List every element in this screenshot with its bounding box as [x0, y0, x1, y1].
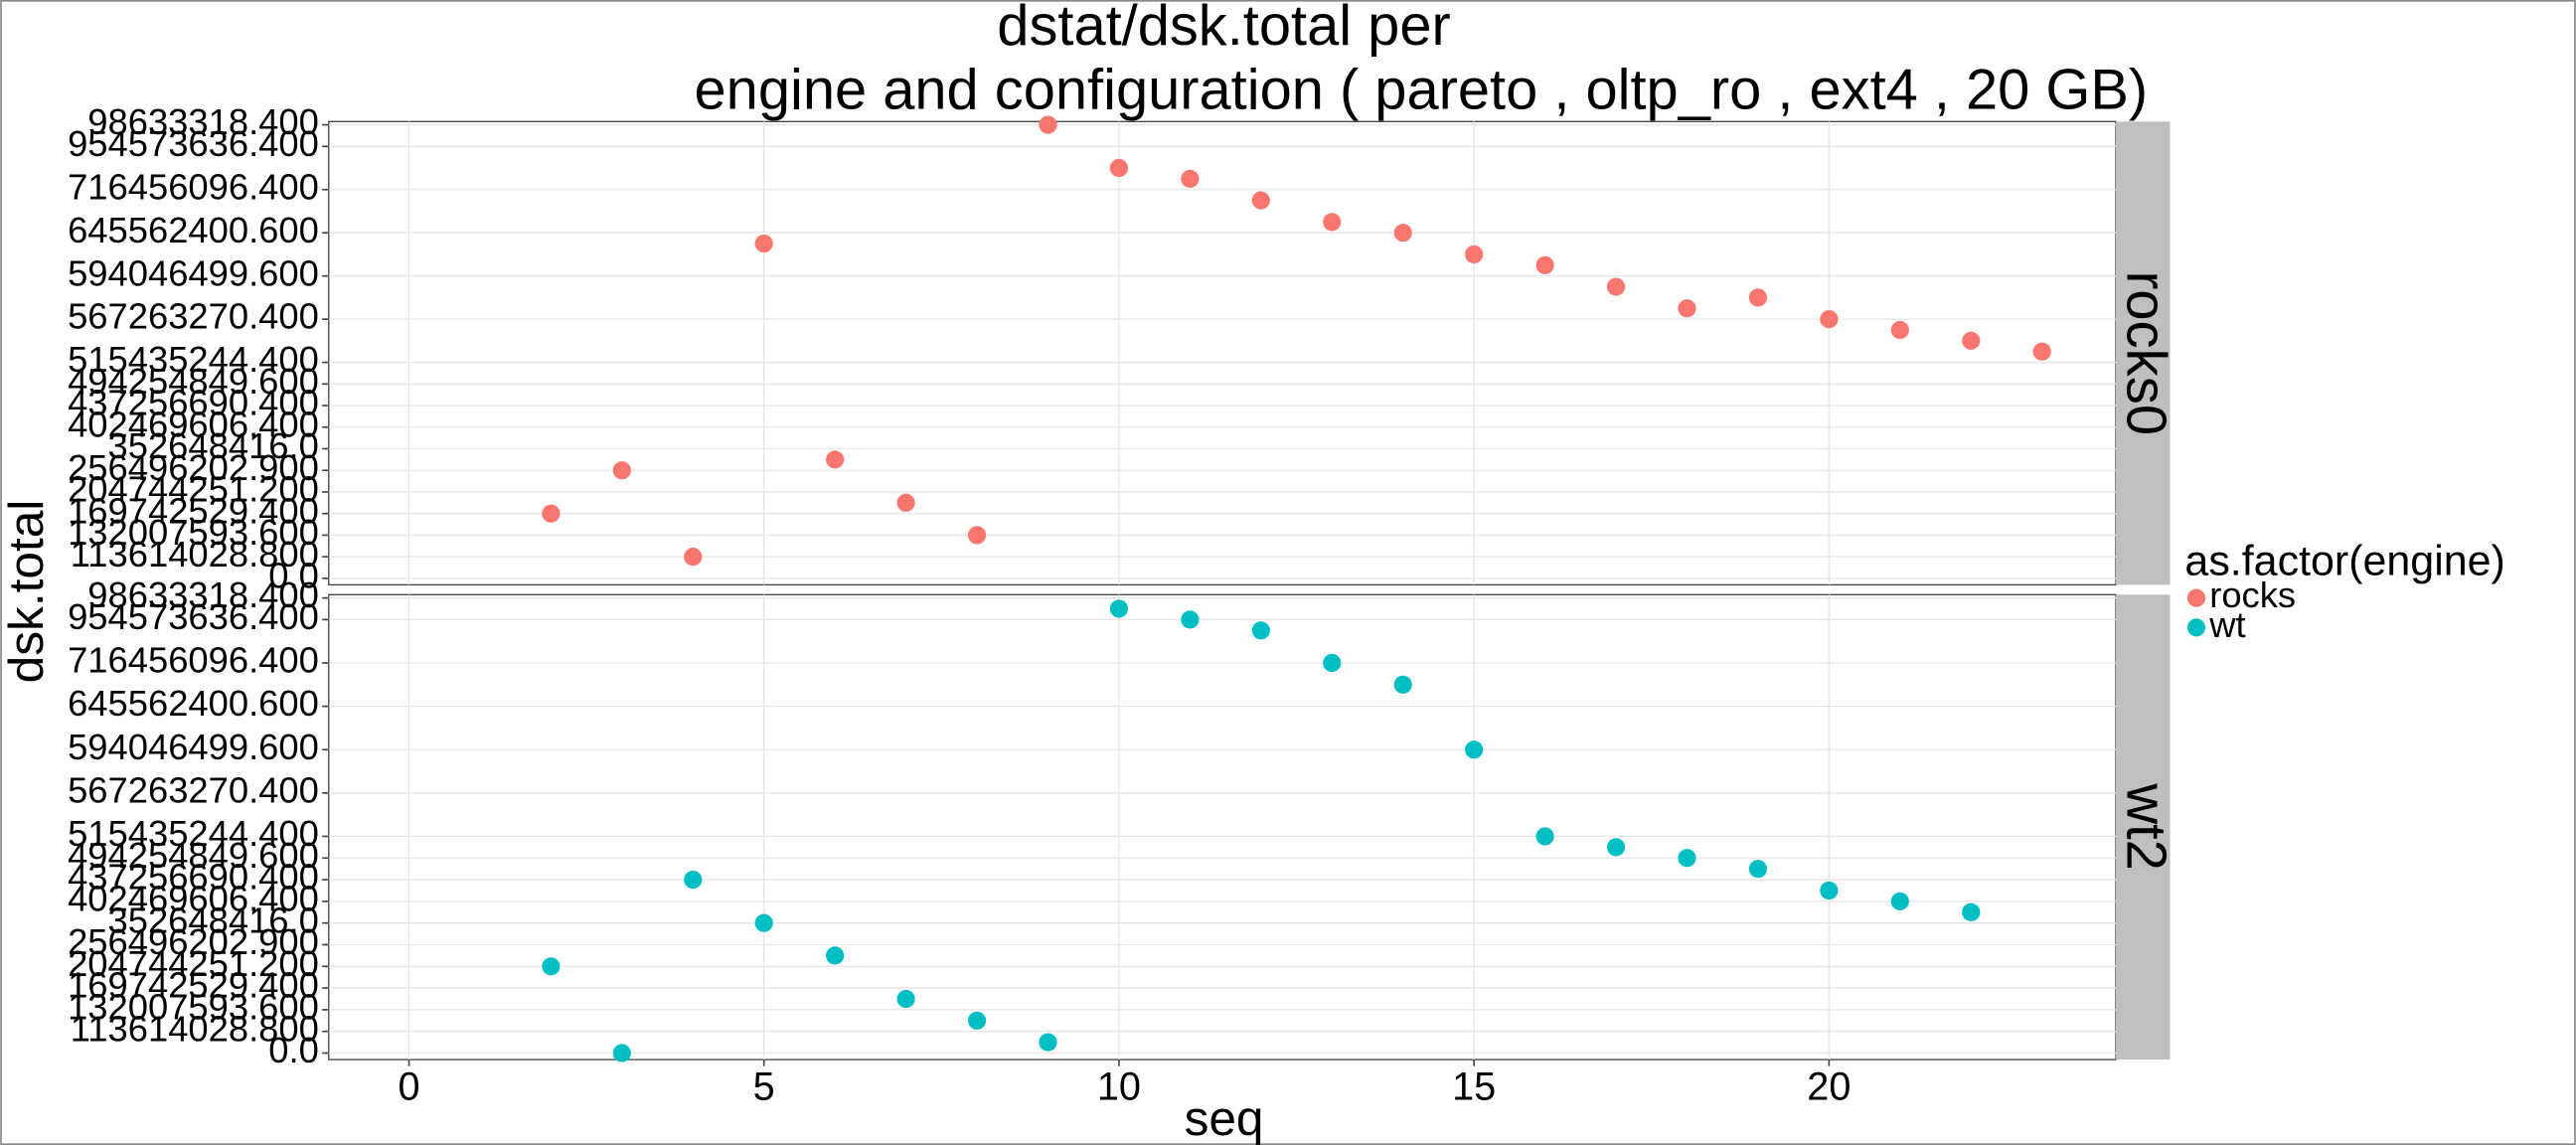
point	[1393, 675, 1412, 694]
point	[542, 504, 561, 523]
point	[1962, 902, 1981, 921]
facet-label: rocks0	[2116, 271, 2178, 436]
y-tick-label: 954573636.400	[68, 123, 319, 164]
y-tick-label: 645562400.600	[68, 210, 319, 250]
y-tick-label: 169742529.400	[68, 490, 319, 531]
point	[1820, 310, 1839, 329]
x-axis-label: seq	[1185, 1090, 1264, 1145]
y-tick-label: 132007593.600	[68, 512, 319, 553]
y-tick-label: 113614028.800	[71, 534, 319, 574]
point	[612, 461, 631, 480]
y-tick-label: 567263270.400	[68, 769, 319, 810]
y-tick-label: 352648416.0	[108, 425, 319, 466]
y-tick-label: 954573636.400	[68, 596, 319, 637]
facet-strip	[2116, 121, 2171, 585]
point	[896, 493, 915, 512]
y-tick-label: 352648416.0	[108, 900, 319, 940]
y-tick-label: 594046499.600	[68, 727, 319, 767]
point	[2032, 342, 2051, 361]
point	[1109, 158, 1129, 178]
y-tick-label: 0.0	[268, 555, 319, 595]
point	[1323, 653, 1342, 673]
point	[1890, 892, 1909, 910]
point	[684, 870, 703, 890]
point	[542, 957, 561, 976]
y-tick-label: 494254849.600	[68, 835, 319, 876]
point	[1678, 299, 1696, 318]
y-axis-label: dsk.total	[0, 500, 54, 684]
point	[1535, 255, 1554, 274]
y-tick-label: 113614028.800	[71, 1008, 319, 1049]
point	[1678, 849, 1696, 868]
point	[1251, 191, 1270, 210]
point	[1181, 610, 1200, 629]
point	[1465, 245, 1484, 264]
y-tick-label: 98633318.400	[87, 574, 319, 615]
y-tick-label: 169742529.400	[68, 965, 319, 1006]
y-tick-label: 256496202.900	[68, 921, 319, 962]
y-tick-label: 0.0	[268, 1030, 319, 1070]
x-tick-label: 10	[1097, 1064, 1141, 1108]
point	[1465, 740, 1484, 759]
point	[967, 1011, 987, 1030]
point	[1820, 881, 1839, 900]
panel	[328, 593, 2117, 1061]
point	[967, 526, 987, 545]
y-tick-label: 515435244.400	[68, 339, 319, 380]
y-tick-label: 402469606.400	[68, 878, 319, 918]
point	[1323, 213, 1342, 232]
facet-strip	[2116, 594, 2171, 1061]
y-tick-label: 132007593.600	[68, 987, 319, 1028]
y-tick-label: 437256690.400	[68, 383, 319, 423]
point	[826, 946, 845, 965]
x-tick-label: 0	[398, 1064, 419, 1108]
y-tick-label: 98633318.400	[87, 101, 319, 142]
point	[1039, 1033, 1057, 1052]
y-tick-label: 204744251.200	[68, 469, 319, 510]
point	[1606, 838, 1626, 857]
legend-title: as.factor(engine)	[2184, 537, 2504, 584]
y-tick-label: 645562400.600	[68, 683, 319, 724]
point	[826, 450, 845, 469]
chart-title: dstat/dsk.total per	[997, 0, 1450, 58]
y-tick-label: 594046499.600	[68, 252, 319, 293]
legend-marker	[2186, 588, 2206, 607]
y-tick-label: 494254849.600	[68, 361, 319, 402]
point	[1606, 277, 1626, 296]
y-tick-label: 716456096.400	[68, 640, 319, 681]
chart-title: engine and configuration ( pareto , oltp…	[695, 58, 2149, 121]
x-tick-label: 20	[1807, 1064, 1851, 1108]
x-tick-label: 5	[753, 1064, 775, 1108]
point	[1181, 169, 1200, 188]
point	[1039, 115, 1057, 134]
point	[754, 913, 773, 932]
legend-marker	[2186, 618, 2206, 637]
y-tick-label: 256496202.900	[68, 447, 319, 488]
point	[1748, 860, 1768, 879]
point	[754, 234, 773, 253]
point	[1962, 331, 1981, 350]
y-tick-label: 204744251.200	[68, 943, 319, 984]
point	[1393, 224, 1412, 243]
point	[1109, 599, 1129, 618]
y-tick-label: 437256690.400	[68, 857, 319, 898]
legend-label: wt	[2208, 604, 2245, 645]
legend-label: rocks	[2209, 574, 2296, 615]
panel	[328, 120, 2117, 586]
y-tick-label: 402469606.400	[68, 404, 319, 444]
point	[1748, 288, 1768, 307]
y-tick-label: 515435244.400	[68, 813, 319, 854]
y-tick-label: 567263270.400	[68, 296, 319, 337]
facet-label: wt2	[2116, 782, 2178, 870]
point	[1251, 621, 1270, 640]
point	[1890, 320, 1909, 340]
x-tick-label: 15	[1452, 1064, 1496, 1108]
point	[1535, 827, 1554, 846]
point	[612, 1044, 631, 1063]
y-tick-label: 716456096.400	[68, 166, 319, 207]
point	[896, 989, 915, 1009]
point	[684, 548, 703, 567]
